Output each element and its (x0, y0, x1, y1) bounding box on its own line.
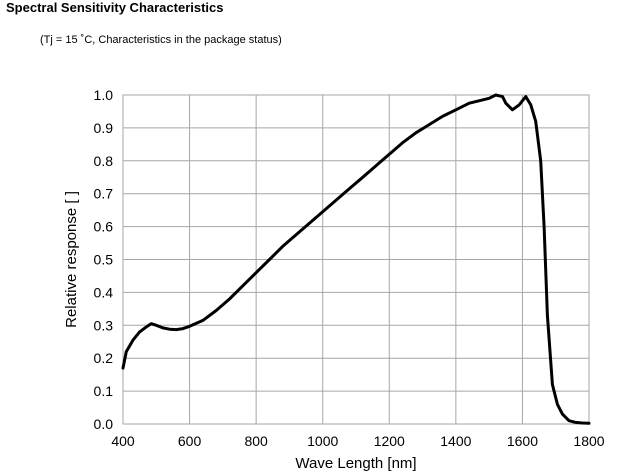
chart-title: Spectral Sensitivity Characteristics (6, 0, 224, 15)
chart-subtitle: (Tj = 15 ˚C, Characteristics in the pack… (40, 34, 282, 46)
x-tick-label: 1800 (573, 433, 604, 449)
y-tick-label: 0.3 (94, 317, 114, 333)
y-tick-label: 0.8 (94, 153, 114, 169)
x-tick-label: 1000 (307, 433, 338, 449)
y-tick-label: 0.9 (94, 120, 114, 136)
y-tick-label: 0.5 (94, 252, 114, 268)
y-tick-label: 0.4 (94, 284, 114, 300)
x-axis-label: Wave Length [nm] (295, 455, 416, 472)
x-tick-label: 1200 (374, 433, 405, 449)
plot-area-border (122, 94, 590, 425)
chart-series (121, 93, 591, 425)
y-tick-label: 0.2 (94, 350, 114, 366)
axis-ticks: 0.0 0.1 0.2 0.3 0.4 0.5 0.6 0.7 0.8 0.9 1.0 400 600 8… (94, 87, 605, 449)
x-tick-label: 400 (111, 433, 135, 449)
x-tick-label: 800 (244, 433, 268, 449)
y-tick-label: 0.0 (94, 416, 114, 432)
x-tick-label: 1400 (440, 433, 471, 449)
y-tick-label: 0.1 (94, 383, 114, 399)
y-axis-label: Relative response [ ] (63, 191, 80, 328)
y-tick-label: 0.6 (94, 219, 114, 235)
series-line (121, 93, 591, 425)
y-tick-label: 1.0 (94, 87, 114, 103)
x-tick-label: 600 (178, 433, 202, 449)
x-tick-label: 1600 (507, 433, 538, 449)
chart-grid (122, 94, 590, 425)
y-tick-label: 0.7 (94, 186, 114, 202)
